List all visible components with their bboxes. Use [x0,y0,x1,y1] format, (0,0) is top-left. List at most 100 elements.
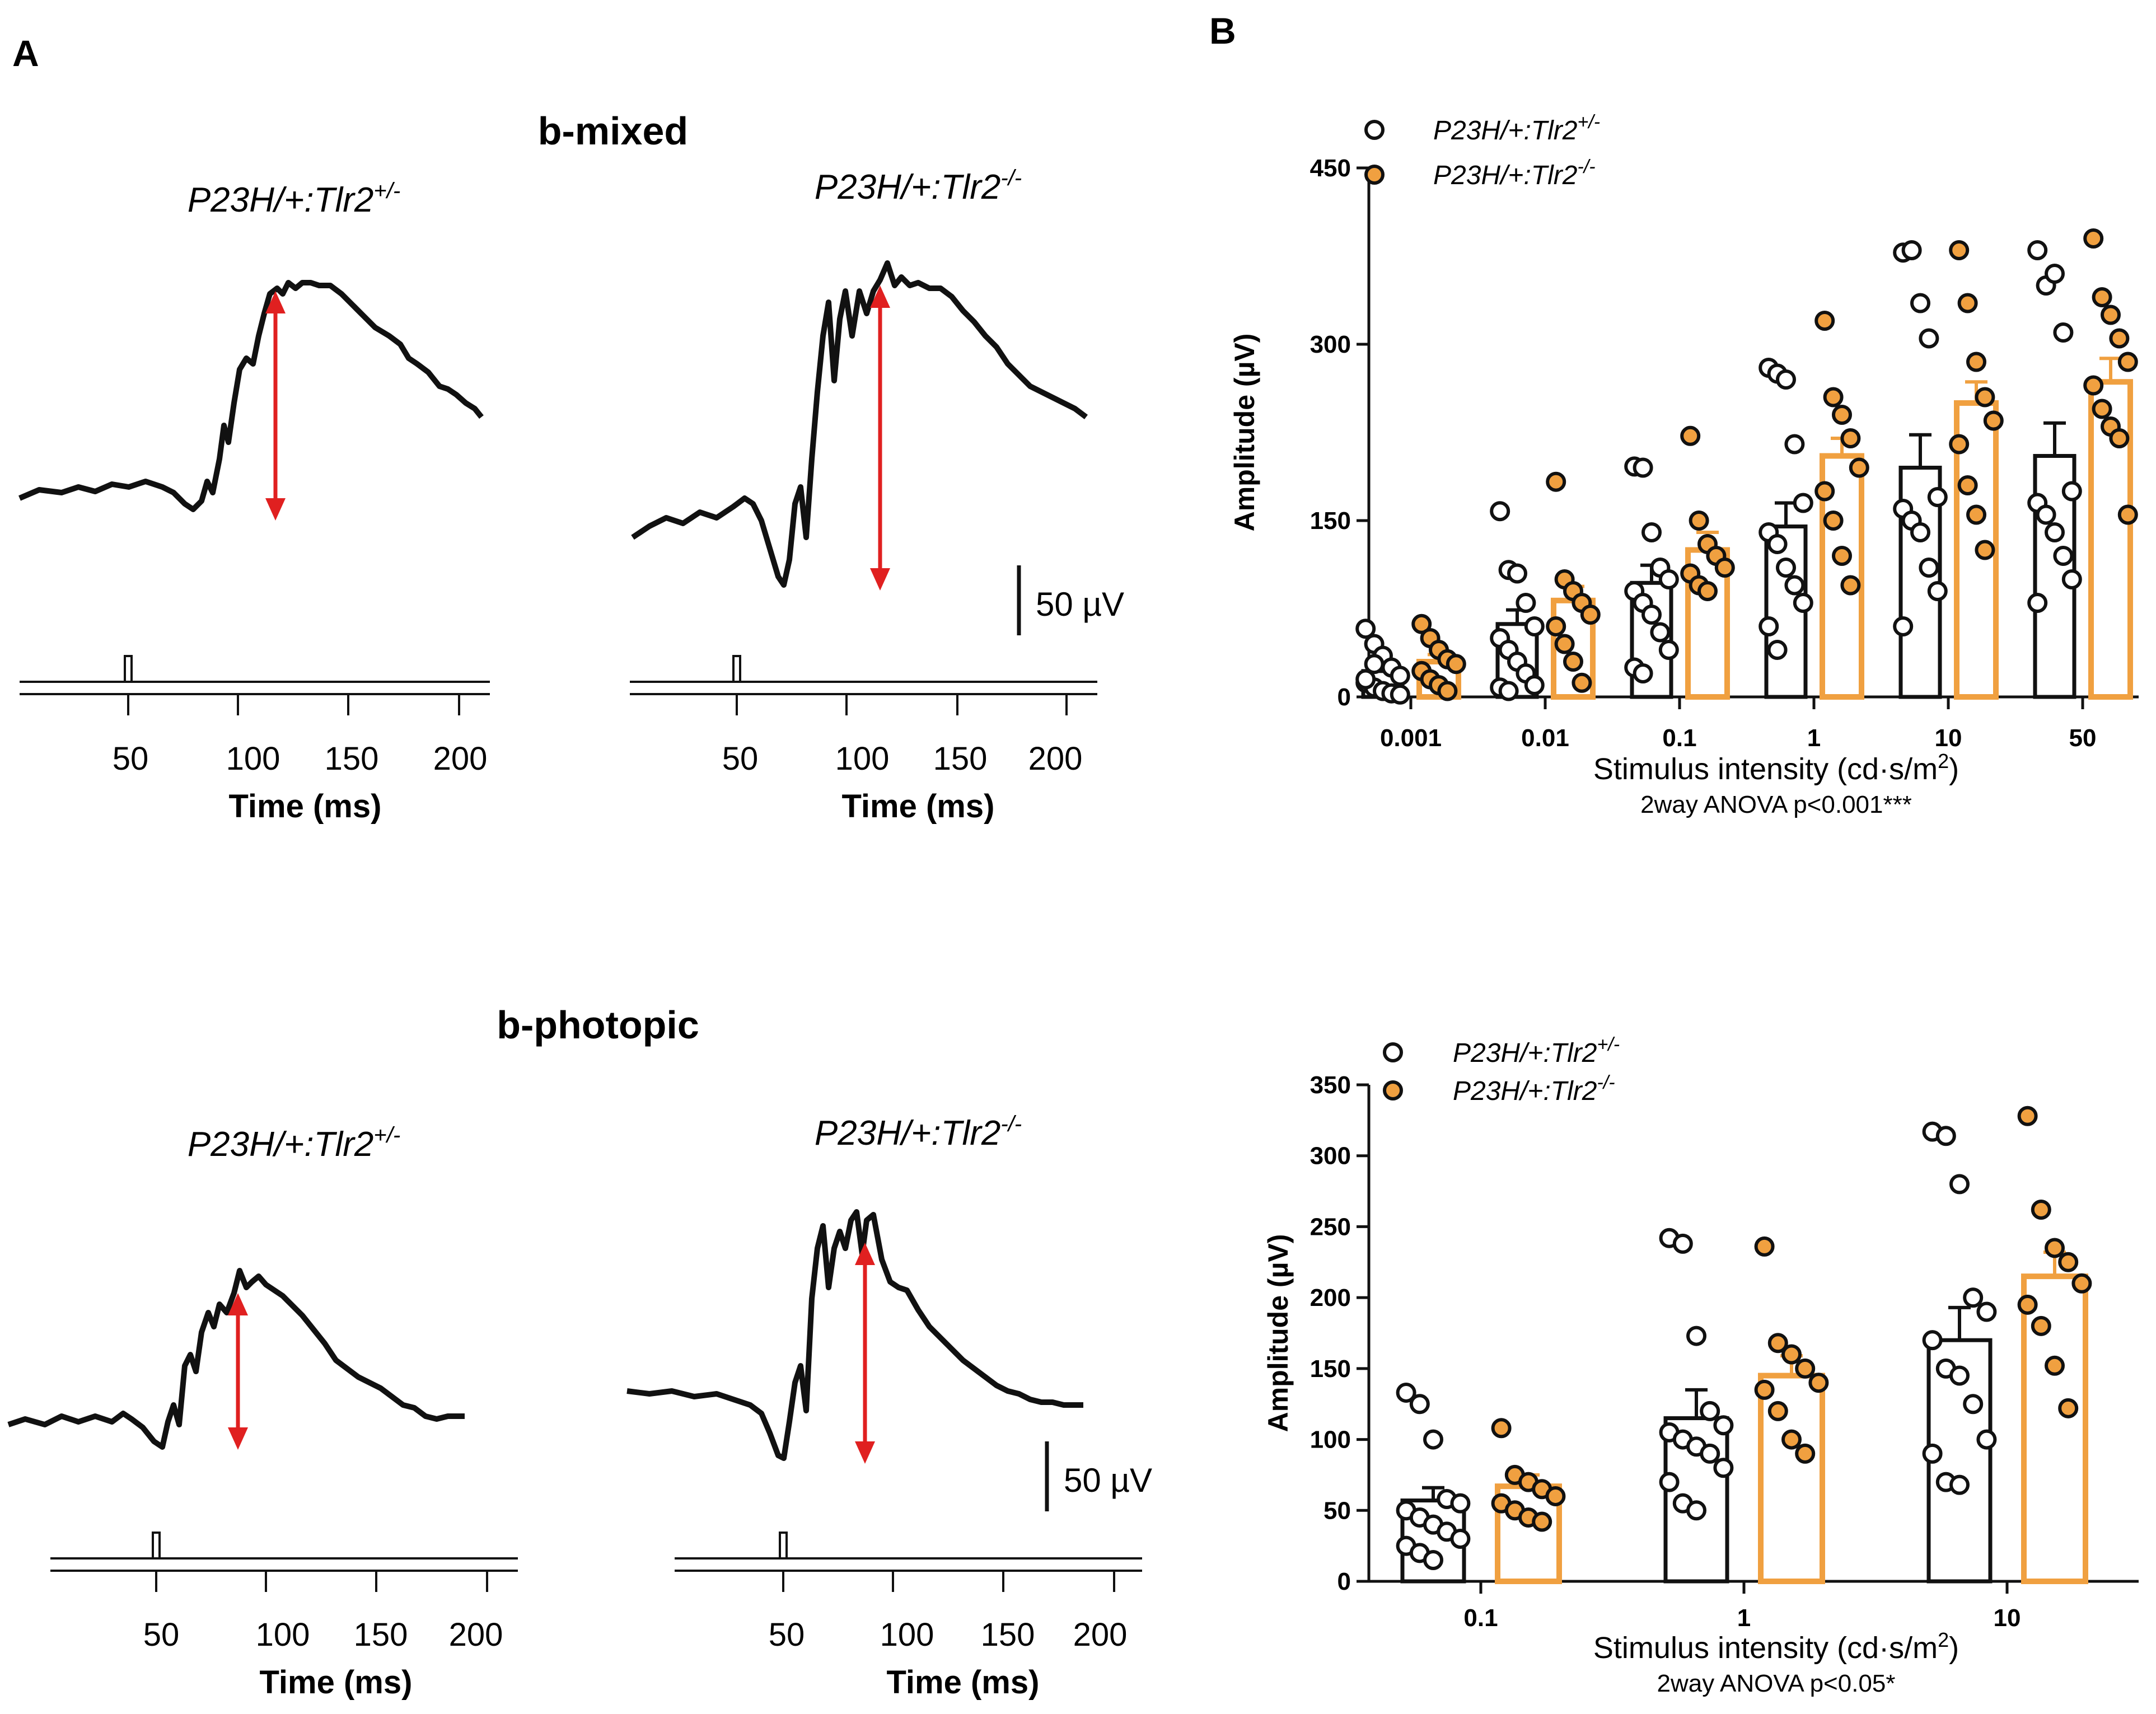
photopic-section-title: b-photopic [497,1003,699,1047]
data-point [1700,1401,1720,1421]
data-point [1686,1500,1706,1521]
data-point [1532,1511,1552,1532]
data-point [2031,1315,2051,1336]
mixed-ko-genotype-label: P23H/+:Tlr2-/- [815,166,1022,207]
time-tick-label: 50 [722,741,759,777]
data-point [1957,293,1978,313]
data-point [1935,1126,1956,1146]
data-point [1832,405,1852,425]
data-point [2083,375,2104,396]
data-point [1545,1486,1566,1506]
data-point [1491,1418,1512,1439]
data-point [2058,1252,2079,1272]
time-tick-label: 200 [433,741,488,777]
data-point [1922,1330,1943,1351]
photopic-het-ticks [155,1571,488,1592]
data-point [1759,616,1779,636]
data-point [1633,457,1653,478]
mixed-ko-trace-panel: P23H/+:Tlr2-/- 50 µV 50 100 150 200 Time… [630,166,1124,825]
y-tick-label: 150 [1310,507,1351,535]
data-point [1893,616,1914,636]
photopic-ko-genotype-label: P23H/+:Tlr2-/- [815,1112,1022,1153]
data-point [1975,387,1995,408]
time-tick-label: 100 [226,741,280,777]
data-point [1364,654,1385,675]
data-point [1572,672,1592,693]
x-tick-label: 10 [1994,1604,2021,1632]
photopic-anova-annotation: 2way ANOVA p<0.05* [1657,1670,1895,1697]
data-point [1713,1415,1734,1436]
data-point [1554,634,1575,654]
time-tick-label: 150 [981,1617,1035,1653]
data-point [2117,504,2138,525]
photopic-ko-stimulus-marker [779,1532,788,1560]
time-axis-title: Time (ms) [842,788,995,825]
data-point [1700,1443,1720,1464]
data-point [2045,264,2065,284]
data-point [1446,654,1466,675]
photopic-het-erg-trace [7,1268,465,1450]
y-tick-label: 350 [1310,1071,1351,1099]
mixed-x-axis-title: Stimulus intensity (cd·s/m2) [1593,750,1959,786]
y-tick-label: 0 [1337,1568,1351,1595]
data-point [1963,1287,1984,1308]
mixed-anova-annotation: 2way ANOVA p<0.001*** [1640,791,1912,818]
data-point [2083,228,2104,249]
data-point [1516,593,1536,613]
data-point [1450,1528,1471,1549]
photopic-ko-arrow-head-up [855,1243,875,1265]
data-point [1795,1443,1816,1464]
data-point [1546,616,1566,636]
data-point [1697,581,1718,601]
legend-marker [1364,165,1385,185]
data-point [1390,666,1410,686]
x-tick-label: 1 [1807,724,1821,752]
data-point [1450,1493,1471,1514]
data-point [1840,428,1861,448]
data-point [1658,640,1679,660]
data-point [1396,1382,1416,1403]
data-point [1776,369,1796,390]
data-point [1689,511,1709,531]
panel-label-a: A [12,32,39,74]
data-point [1949,434,1970,455]
data-point [2017,1106,2038,1126]
data-point [1823,511,1844,531]
data-point [2117,352,2138,372]
data-point [1767,1401,1788,1421]
data-point [2061,569,2082,589]
photopic-het-genotype-label: P23H/+:Tlr2+/- [188,1123,400,1164]
data-point [1423,1429,1443,1450]
data-point [1976,1429,1997,1450]
data-point [1713,1458,1734,1478]
data-point [1423,1549,1443,1570]
time-tick-label: 200 [449,1617,503,1653]
time-tick-label: 50 [143,1617,180,1653]
data-point [1498,681,1519,701]
time-axis-title: Time (ms) [260,1664,413,1701]
data-point [1976,1301,1997,1322]
data-point [2045,1355,2065,1376]
data-point [1919,558,1939,578]
mixed-ko-arrow-head-down [870,568,890,591]
data-point [2045,522,2065,542]
data-point [1524,616,1545,636]
data-point [1949,1174,1970,1195]
mixed-y-axis-title: Amplitude (µV) [1229,334,1260,532]
photopic-scale-bar-label: 50 µV [1064,1462,1152,1499]
data-point [1437,681,1458,701]
data-point [1507,563,1527,584]
x-tick-label: 0.1 [1463,1604,1498,1632]
data-point [1767,1333,1788,1354]
time-tick-label: 100 [880,1617,934,1653]
y-tick-label: 300 [1310,331,1351,358]
x-tick-label: 10 [1935,724,1962,752]
data-point [2071,1273,2092,1294]
data-point [1767,534,1788,554]
photopic-ko-arrow-head-down [855,1441,875,1464]
time-tick-label: 50 [113,741,149,777]
data-point [1784,575,1805,596]
mixed-het-stimulus-marker [124,655,133,683]
data-point [1580,605,1601,625]
